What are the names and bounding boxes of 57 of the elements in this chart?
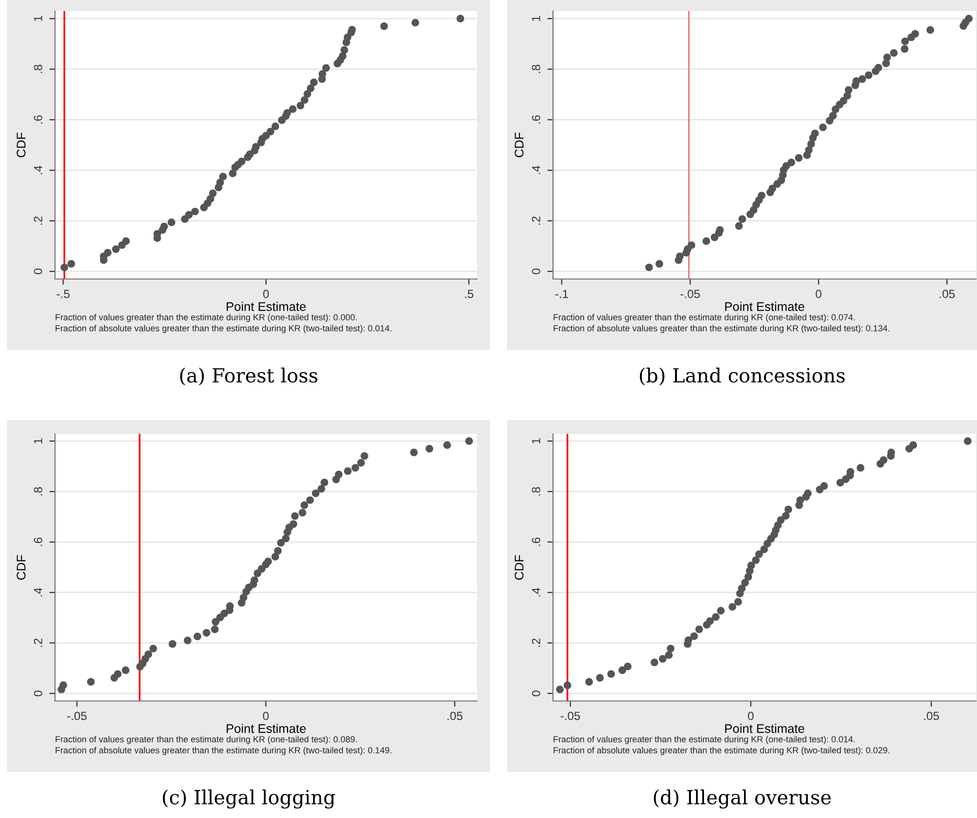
y-tick-label: .6	[34, 538, 42, 546]
y-tick-label: .4	[532, 166, 540, 174]
y-tick-label: .2	[34, 216, 42, 225]
text: (d) Illegal overuse	[654, 789, 831, 809]
x-tick-label: 0	[263, 290, 269, 298]
y-tick-label: .2	[34, 638, 42, 647]
x-tick-label: .05	[940, 290, 955, 298]
text: Fraction of absolute values greater than the estimate during KR (two-tailed test): 0.014.	[56, 324, 392, 334]
x-axis-title: Point Estimate	[725, 724, 804, 733]
y-tick-label: .4	[34, 166, 42, 174]
y-axis-title: CDF	[514, 555, 524, 580]
y-tick-label: .8	[532, 487, 540, 496]
x-axis-title: Point Estimate	[226, 302, 306, 311]
x-tick-label: 0	[262, 712, 269, 720]
x-axis-title: Point Estimate	[725, 302, 804, 311]
x-tick-label: .05	[924, 712, 939, 720]
x-tick-label: -.5	[56, 290, 70, 298]
x-tick-label: 0	[816, 290, 822, 298]
y-tick-label: .6	[532, 538, 540, 546]
x-tick-label: -.05	[67, 712, 87, 720]
y-axis-title: CDF	[514, 132, 524, 158]
x-tick-label: -.1	[555, 290, 568, 298]
x-axis-title: Point Estimate	[226, 724, 306, 733]
y-tick-label: 1	[532, 16, 540, 21]
text: Fraction of absolute values greater than the estimate during KR (two-tailed test): 0.134.	[554, 324, 890, 334]
y-tick-label: .6	[34, 115, 42, 124]
y-tick-label: 1	[34, 438, 42, 444]
text: Fraction of values greater than the estimate during KR (one-tailed test): 0.000.	[56, 314, 357, 322]
y-tick-label: .2	[532, 638, 540, 647]
y-tick-label: 1	[532, 438, 540, 444]
text: Fraction of values greater than the estimate during KR (one-tailed test): 0.089.	[56, 736, 357, 744]
y-tick-label: 0	[34, 690, 42, 696]
y-tick-label: .8	[34, 487, 42, 496]
x-tick-label: .05	[448, 712, 462, 720]
y-tick-label: .8	[34, 64, 42, 73]
y-tick-label: .8	[532, 64, 540, 73]
y-axis-title: CDF	[16, 132, 26, 158]
x-tick-label: -.05	[680, 290, 700, 298]
x-tick-label: 0	[748, 712, 754, 720]
y-tick-label: .6	[532, 115, 540, 124]
text: Fraction of absolute values greater than the estimate during KR (two-tailed test): 0.149.	[56, 746, 392, 756]
text: (b) Land concessions	[640, 368, 845, 386]
x-tick-label: .5	[465, 290, 474, 298]
text: (c) Illegal logging	[162, 789, 336, 809]
y-tick-label: .2	[532, 216, 540, 225]
text: Fraction of absolute values greater than the estimate during KR (two-tailed test): 0.029.	[554, 746, 890, 756]
y-tick-label: 0	[532, 690, 540, 696]
y-axis-title: CDF	[16, 555, 26, 580]
text: Fraction of values greater than the estimate during KR (one-tailed test): 0.014.	[554, 736, 855, 744]
x-tick-label: -.05	[560, 712, 580, 720]
y-tick-label: 0	[34, 268, 42, 274]
y-tick-label: 0	[532, 268, 540, 274]
y-tick-label: .4	[532, 588, 540, 596]
text: Fraction of values greater than the estimate during KR (one-tailed test): 0.074.	[554, 314, 855, 322]
y-tick-label: 1	[34, 16, 42, 21]
y-tick-label: .4	[34, 588, 42, 596]
text: (a) Forest loss	[180, 368, 318, 386]
